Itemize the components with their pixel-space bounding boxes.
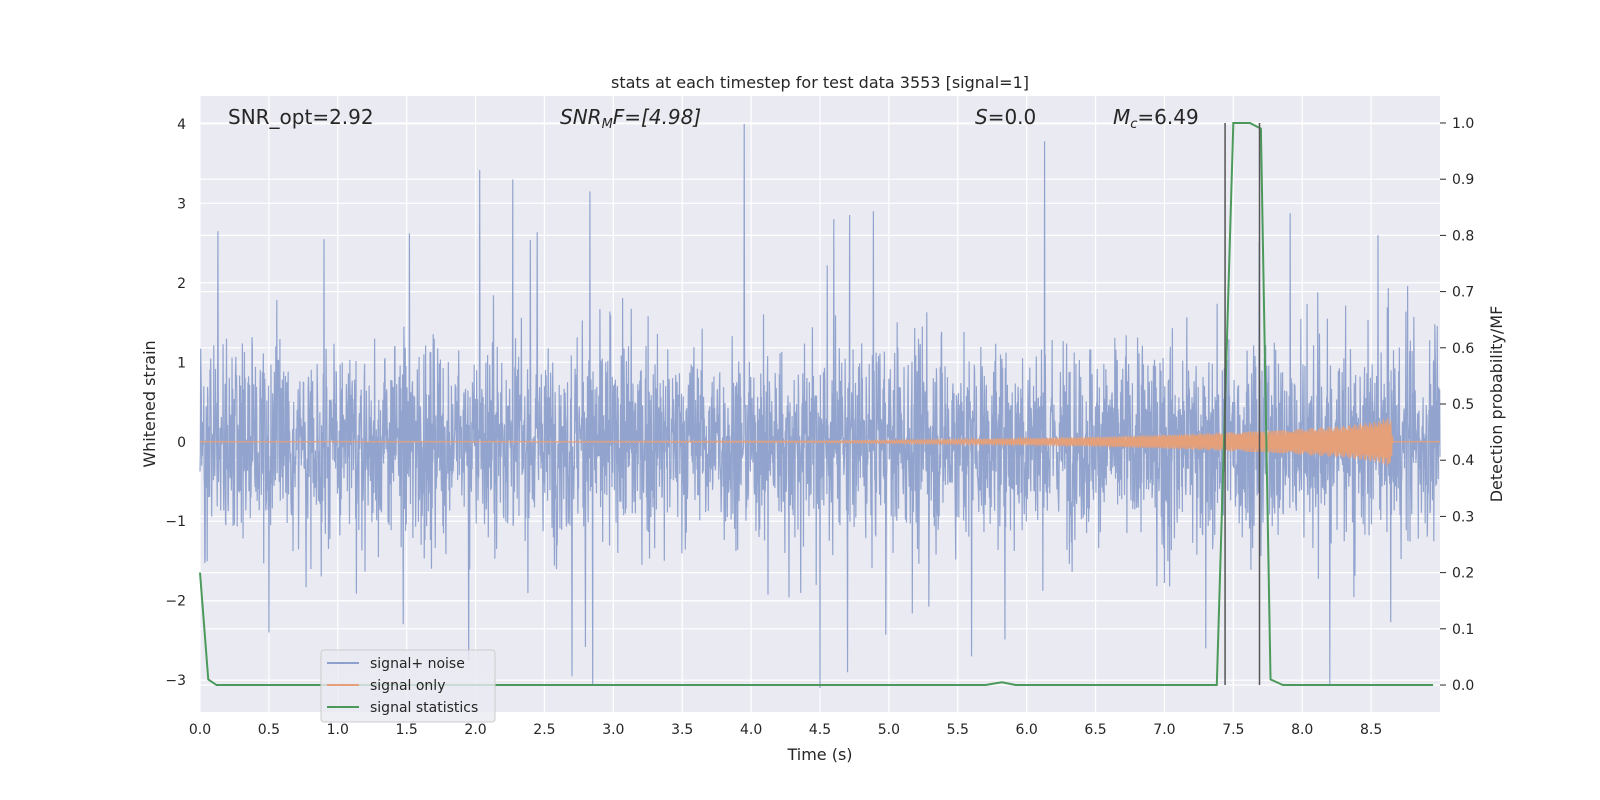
annotation-snr-mf-sub: M: [602, 117, 613, 132]
x-tick-label: 3.0: [602, 722, 624, 738]
annotations: SNR_opt=2.92 SNRMF=[4.98] S=0.0 Mc=6.49: [228, 105, 1199, 132]
y2-tick-label: 0.3: [1452, 509, 1474, 525]
x-tick-label: 4.0: [740, 722, 762, 738]
y-tick-label: 3: [177, 196, 186, 212]
y2-axis-label: Detection probability/MF: [1487, 306, 1506, 503]
x-tick-label: 8.0: [1291, 722, 1313, 738]
x-tick-label: 7.5: [1222, 722, 1244, 738]
legend-box: [320, 649, 496, 723]
annotation-mc: Mc=6.49: [1113, 105, 1199, 132]
y2-tick-label: 0.1: [1452, 622, 1474, 638]
y-tick-label: 2: [177, 276, 186, 292]
y-tick-label: 4: [177, 117, 186, 133]
y2-tick-labels: 0.0 0.1 0.2 0.3 0.4 0.5 0.6 0.7 0.8 0.9 1.0: [1440, 116, 1474, 694]
y2-tick-label: 0.5: [1452, 397, 1474, 413]
annotation-s-var: S: [975, 105, 988, 129]
x-tick-label: 6.5: [1084, 722, 1106, 738]
annotation-snr-mf-base: SNR: [560, 105, 602, 129]
y-tick-label: 1: [177, 355, 186, 371]
x-tick-label: 2.5: [533, 722, 555, 738]
annotation-mc-rest: =6.49: [1137, 105, 1198, 129]
x-tick-label: 1.0: [327, 722, 349, 738]
x-tick-labels: 0.0 0.5 1.0 1.5 2.0 2.5 3.0 3.5 4.0 4.5 5.0 5.5 6.0 6…: [189, 722, 1382, 738]
y2-tick-label: 0.6: [1452, 341, 1474, 357]
signal-only-line: [200, 417, 1440, 466]
series-signal-noise: [199, 123, 1441, 689]
detection-markers: [1224, 122, 1261, 686]
annotation-mc-base: M: [1113, 105, 1130, 129]
x-tick-label: 2.0: [464, 722, 486, 738]
series-signal-only: [200, 417, 1440, 466]
x-tick-label: 8.5: [1360, 722, 1382, 738]
legend-label-signal-only: signal only: [370, 678, 445, 694]
annotation-snr-mf-rest: F=[4.98]: [613, 105, 701, 129]
y2-tick-label: 0.4: [1452, 453, 1474, 469]
y2-tick-label: 0.2: [1452, 566, 1474, 582]
signal-noise-line: [199, 123, 1441, 689]
annotation-snr-opt: SNR_opt=2.92: [228, 105, 374, 129]
x-tick-label: 5.0: [878, 722, 900, 738]
annotation-s-rest: =0.0: [988, 105, 1037, 129]
y2-tick-label: 0.7: [1452, 285, 1474, 301]
y-tick-labels: −3 −2 −1 0 1 2 3 4: [165, 117, 186, 689]
y-axis-label: Whitened strain: [140, 340, 159, 467]
legend: signal+ noise signal only signal statist…: [320, 649, 496, 723]
y-tick-label: −2: [165, 594, 186, 610]
y-tick-label: 0: [177, 435, 186, 451]
y2-tick-label: 1.0: [1452, 116, 1474, 132]
x-tick-label: 4.5: [809, 722, 831, 738]
x-tick-label: 0.0: [189, 722, 211, 738]
annotation-mc-sub: c: [1130, 117, 1137, 132]
y-tick-label: −3: [165, 673, 186, 689]
annotation-snr-mf: SNRMF=[4.98]: [560, 105, 701, 132]
x-tick-label: 3.5: [671, 722, 693, 738]
x-axis-label: Time (s): [786, 745, 852, 764]
x-tick-label: 0.5: [258, 722, 280, 738]
y2-tick-label: 0.0: [1452, 678, 1474, 694]
legend-label-signal-statistics: signal statistics: [370, 700, 478, 716]
x-tick-label: 5.5: [947, 722, 969, 738]
x-tick-label: 1.5: [396, 722, 418, 738]
chart-title: stats at each timestep for test data 355…: [611, 73, 1029, 92]
legend-label-signal-noise: signal+ noise: [370, 656, 465, 672]
y2-tick-label: 0.8: [1452, 228, 1474, 244]
y-tick-label: −1: [165, 514, 186, 530]
y2-tick-label: 0.9: [1452, 172, 1474, 188]
x-tick-label: 6.0: [1016, 722, 1038, 738]
x-tick-label: 7.0: [1153, 722, 1175, 738]
annotation-s: S=0.0: [975, 105, 1036, 129]
